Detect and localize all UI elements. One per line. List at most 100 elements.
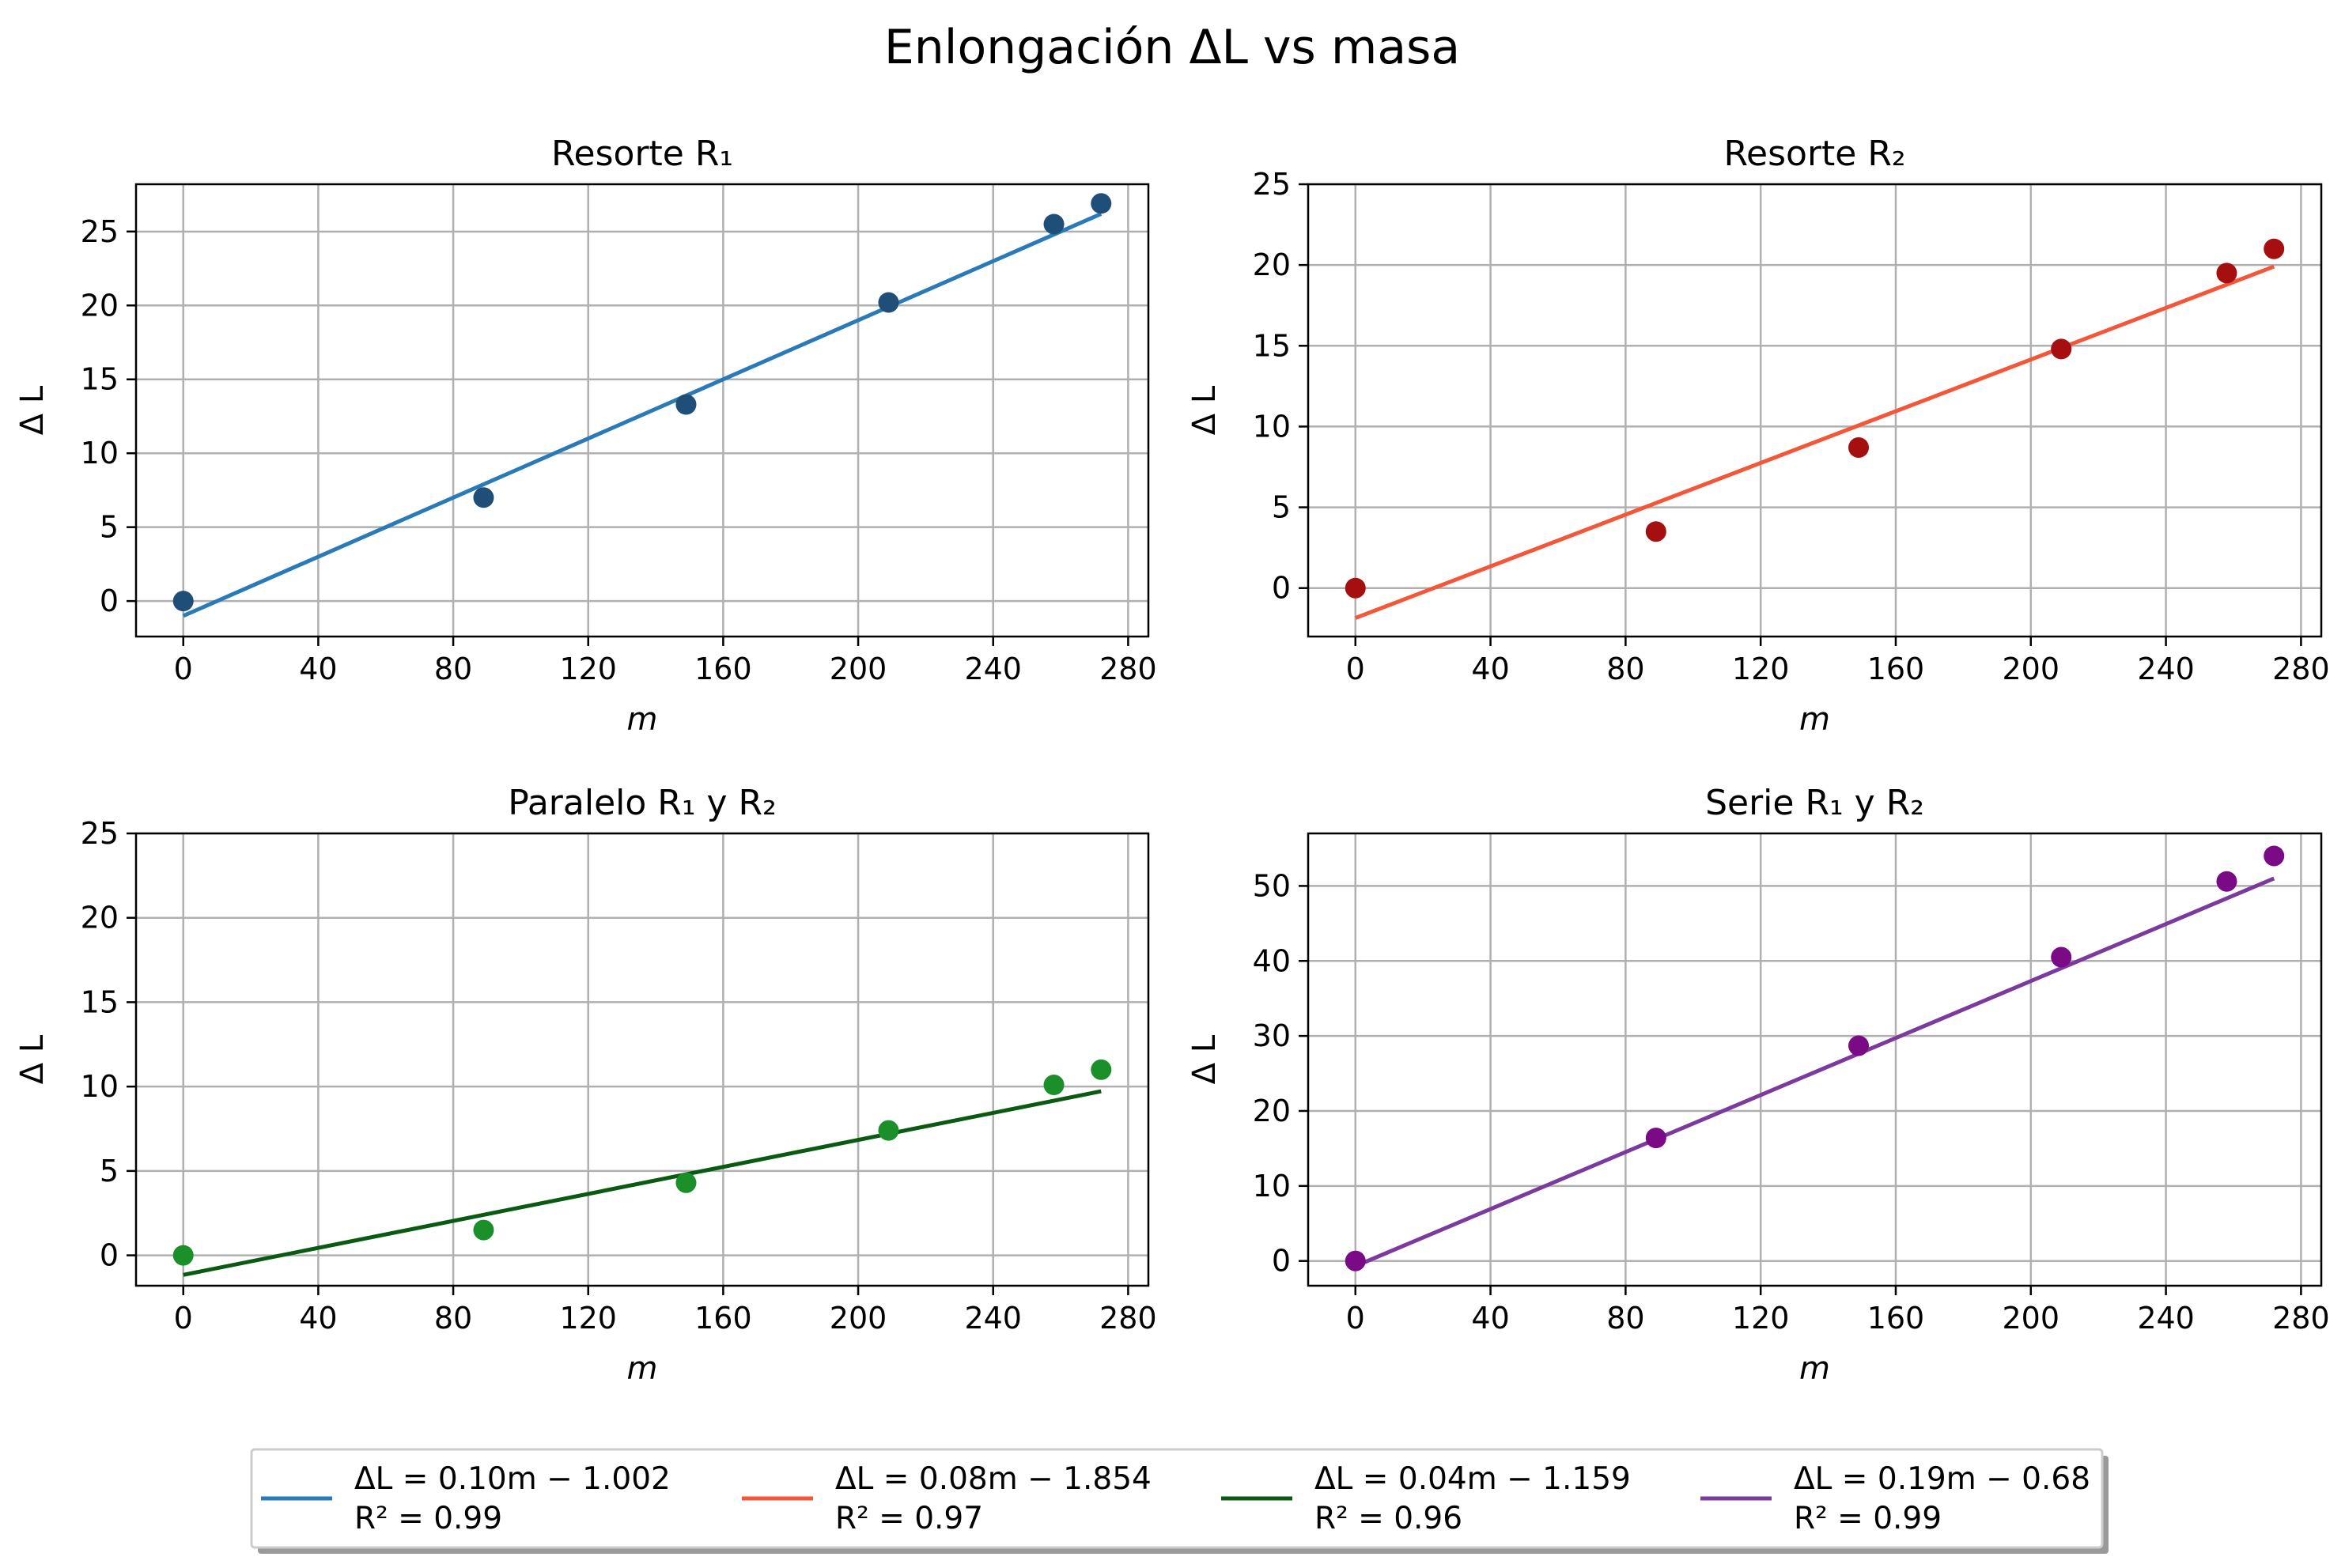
legend-entry: ΔL = 0.04m − 1.159 R² = 0.96	[1221, 1461, 1631, 1536]
data-point	[172, 1245, 194, 1266]
data-point	[473, 1219, 494, 1241]
x-tick-label: 120	[1732, 652, 1790, 686]
y-tick-label: 0	[100, 1238, 119, 1273]
data-point	[1043, 213, 1065, 235]
fit-line	[1354, 876, 2275, 1268]
y-axis-label: Δ L	[1186, 1034, 1223, 1084]
data-point	[2264, 238, 2285, 259]
data-point	[1645, 521, 1666, 542]
x-tick-label: 160	[694, 652, 752, 686]
data-point	[1848, 436, 1870, 458]
x-tick-label: 40	[299, 1301, 337, 1336]
y-axis-label: Δ L	[14, 385, 51, 435]
legend-equation: ΔL = 0.10m − 1.002	[354, 1461, 671, 1497]
y-tick-label: 10	[1253, 1169, 1291, 1203]
x-tick-label: 80	[1606, 1301, 1644, 1336]
data-point	[2051, 946, 2072, 968]
legend-equation: ΔL = 0.08m − 1.854	[835, 1461, 1152, 1497]
axes-frame	[1307, 832, 2323, 1287]
x-tick-label: 0	[174, 1301, 193, 1336]
y-tick-label: 20	[1253, 1094, 1291, 1128]
x-tick-label: 240	[964, 1301, 1022, 1336]
y-tick-label: 50	[1253, 868, 1291, 903]
x-tick-label: 160	[694, 1301, 752, 1336]
axes-frame	[134, 183, 1150, 638]
legend-equation: ΔL = 0.04m − 1.159	[1314, 1461, 1631, 1497]
x-tick-label: 80	[1606, 652, 1644, 686]
y-tick-label: 40	[1253, 943, 1291, 978]
x-tick-label: 80	[434, 652, 472, 686]
x-tick-label: 160	[1867, 1301, 1925, 1336]
legend-r2: R² = 0.96	[1314, 1501, 1462, 1536]
fit-line	[182, 212, 1103, 618]
subplot-title: Serie R₁ y R₂	[1705, 783, 1924, 823]
x-tick-label: 240	[2137, 1301, 2195, 1336]
data-point	[1091, 193, 1112, 214]
legend-r2: R² = 0.97	[835, 1501, 983, 1536]
x-tick-label: 240	[964, 652, 1022, 686]
y-tick-label: 5	[1272, 490, 1291, 525]
x-tick-label: 200	[830, 652, 887, 686]
legend-r2: R² = 0.99	[1794, 1501, 1942, 1536]
data-point	[2216, 871, 2237, 892]
subplot-title: Resorte R₁	[551, 134, 733, 174]
x-tick-label: 40	[299, 652, 337, 686]
x-tick-label: 280	[1099, 1301, 1157, 1336]
x-tick-label: 120	[1732, 1301, 1790, 1336]
axes-frame	[1307, 183, 2323, 638]
x-axis-label: m	[1799, 1351, 1830, 1387]
y-tick-label: 15	[81, 362, 119, 397]
y-tick-label: 25	[81, 214, 119, 249]
legend-equation: ΔL = 0.19m − 0.68	[1794, 1461, 2090, 1497]
y-tick-label: 10	[81, 436, 119, 470]
y-tick-label: 25	[81, 816, 119, 851]
legend-entry: ΔL = 0.08m − 1.854 R² = 0.97	[742, 1461, 1152, 1536]
data-point	[2216, 263, 2237, 284]
data-point	[675, 394, 697, 415]
y-axis-label: Δ L	[1186, 385, 1223, 435]
x-tick-label: 280	[1099, 652, 1157, 686]
data-point	[675, 1172, 697, 1193]
y-tick-label: 20	[81, 288, 119, 323]
subplot-2: 0 40 80 120 160 200 240 280 0 5 10 15 20 25 Resorte R₂…	[1186, 134, 2330, 738]
y-tick-label: 30	[1253, 1018, 1291, 1053]
x-tick-label: 40	[1471, 1301, 1509, 1336]
y-tick-label: 0	[1272, 571, 1291, 606]
fit-line	[183, 1089, 1102, 1277]
legend-entry: ΔL = 0.19m − 0.68 R² = 0.99	[1700, 1461, 2090, 1536]
data-point	[1645, 1128, 1666, 1149]
y-tick-label: 0	[1272, 1244, 1291, 1279]
data-point	[473, 487, 494, 508]
y-tick-label: 20	[1253, 247, 1291, 282]
legend: ΔL = 0.10m − 1.002 R² = 0.99 ΔL = 0.08m − …	[250, 1448, 2109, 1554]
x-axis-label: m	[1799, 701, 1830, 738]
subplot-4: 0 40 80 120 160 200 240 280 0 10 20 30 40 50 Serie R₁ …	[1186, 783, 2330, 1387]
x-tick-label: 80	[434, 1301, 472, 1336]
subplot-title: Resorte R₂	[1723, 134, 1905, 174]
x-tick-label: 200	[830, 1301, 887, 1336]
axes-frame	[134, 832, 1150, 1287]
data-point	[172, 591, 194, 612]
x-tick-label: 0	[1346, 1301, 1365, 1336]
x-tick-label: 0	[1346, 652, 1365, 686]
x-tick-label: 240	[2137, 652, 2195, 686]
data-point	[1043, 1075, 1065, 1096]
data-point	[2264, 845, 2285, 867]
x-tick-label: 120	[559, 652, 617, 686]
data-point	[878, 292, 899, 313]
x-tick-label: 200	[2003, 652, 2060, 686]
x-tick-label: 280	[2272, 1301, 2330, 1336]
y-axis-label: Δ L	[14, 1034, 51, 1084]
x-tick-label: 0	[174, 652, 193, 686]
x-tick-label: 120	[559, 1301, 617, 1336]
fit-line	[1354, 264, 2275, 620]
legend-r2: R² = 0.99	[354, 1501, 502, 1536]
legend-box	[250, 1448, 2104, 1549]
subplot-3: 0 40 80 120 160 200 240 280 0 5 10 15 20 25 Paralelo R…	[14, 783, 1157, 1387]
data-point	[1345, 577, 1366, 599]
y-tick-label: 25	[1253, 167, 1291, 202]
y-tick-label: 5	[100, 1154, 119, 1188]
y-tick-label: 5	[100, 510, 119, 545]
